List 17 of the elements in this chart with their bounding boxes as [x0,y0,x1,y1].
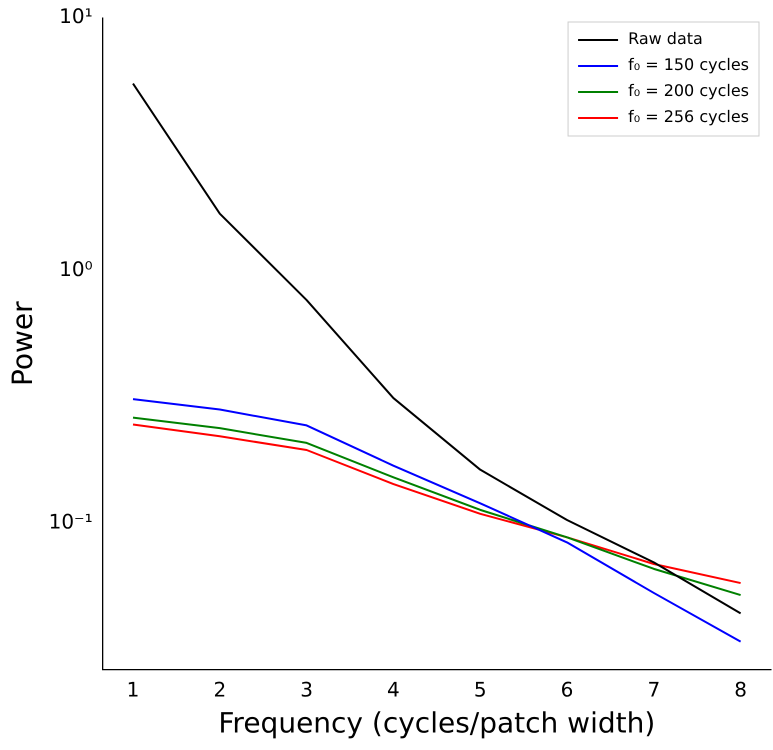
y-tick-label: 10⁻¹ [48,509,93,534]
y-tick-label: 10⁰ [59,256,93,281]
x-tick-label: 4 [387,678,400,702]
x-tick-label: 5 [474,678,487,702]
y-tick-label: 10¹ [59,4,93,28]
x-tick-label: 8 [734,678,747,702]
legend-label: f₀ = 256 cycles [628,107,749,126]
legend-label: f₀ = 150 cycles [628,55,749,74]
y-axis-title: Power [6,300,40,386]
x-tick-label: 7 [647,678,660,702]
x-tick-label: 3 [300,678,313,702]
x-tick-label: 1 [126,678,140,702]
legend-label: f₀ = 200 cycles [628,81,749,100]
x-tick-label: 2 [213,678,226,702]
x-axis-title: Frequency (cycles/patch width) [218,706,656,740]
x-tick-label: 6 [560,678,574,702]
legend-label: Raw data [628,29,703,48]
